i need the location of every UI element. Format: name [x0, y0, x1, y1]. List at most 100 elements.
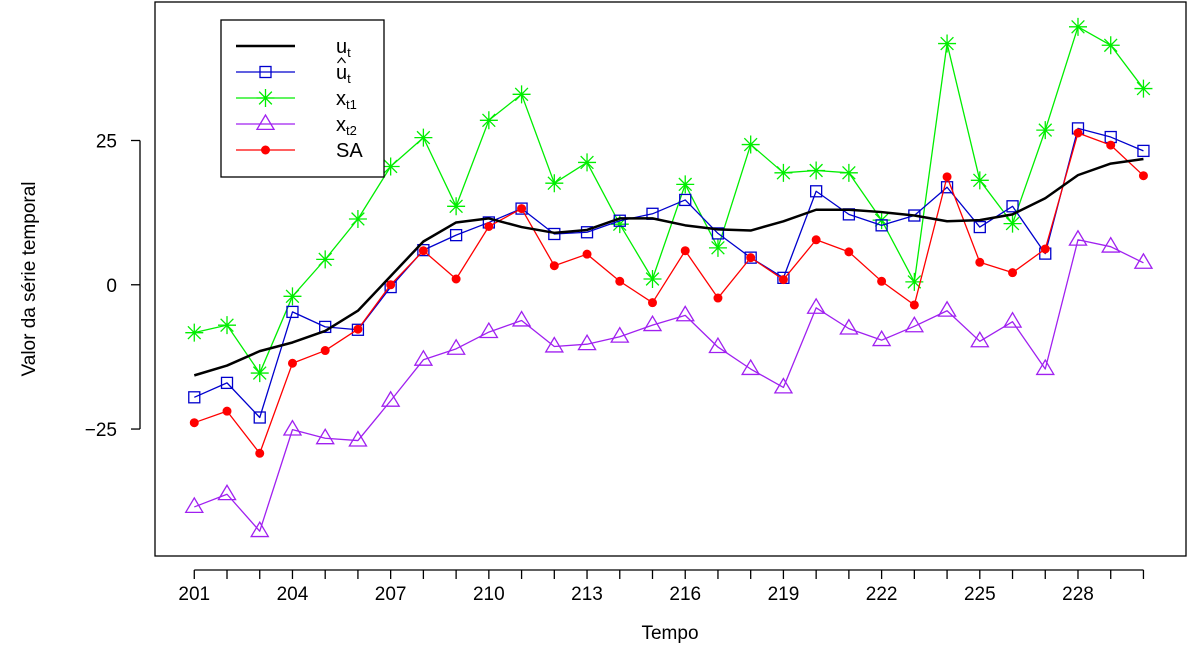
series-3-point	[414, 128, 433, 147]
series-5-point	[255, 448, 265, 458]
series-5-point	[909, 300, 919, 310]
series-4-point	[315, 428, 335, 445]
series-5-point	[615, 276, 625, 286]
series-3-line	[194, 26, 1144, 374]
series-5-point	[1008, 268, 1018, 278]
series-3-point	[708, 238, 727, 257]
series-3-point	[348, 209, 367, 228]
series-5-point	[189, 418, 199, 428]
series-5-point	[1106, 140, 1116, 150]
legend-label-main: x	[336, 88, 346, 110]
legend-label: ut	[336, 36, 351, 60]
x-tick-label: 207	[375, 584, 407, 605]
series-4-point	[1068, 229, 1088, 246]
series-4-point	[937, 300, 957, 317]
series-2-point	[1137, 144, 1150, 158]
x-tick-label: 225	[964, 584, 996, 605]
series-5-point	[517, 204, 527, 214]
series-2-point	[875, 219, 888, 232]
series-5-point	[844, 247, 854, 257]
series-4-point	[610, 326, 630, 343]
series-5-point	[222, 406, 232, 416]
series-5-point	[680, 246, 690, 256]
series-2-point	[580, 226, 594, 239]
legend-item: SA	[236, 140, 363, 162]
series-4-point	[1101, 236, 1121, 253]
series-2-point	[286, 305, 299, 319]
series-2-point	[351, 323, 365, 336]
series-5-point	[582, 249, 592, 259]
series-5-point	[353, 324, 363, 334]
series-4-point	[1133, 252, 1154, 269]
y-tick-label: −25	[85, 420, 117, 441]
series-3-point	[905, 272, 924, 291]
y-axis-title: Valor da série temporal	[19, 181, 40, 376]
series-5-point	[942, 172, 952, 182]
series-4-point	[348, 430, 368, 447]
series-5-point	[418, 246, 428, 256]
x-tick-label: 219	[768, 584, 800, 605]
series-4-point	[708, 336, 728, 354]
series-3-point	[283, 287, 302, 306]
x-tick-label: 210	[473, 584, 505, 605]
series-3-point	[316, 250, 335, 269]
series-5-point	[1073, 128, 1083, 138]
legend-item: ut	[236, 36, 351, 60]
series-2-point	[1006, 200, 1019, 213]
series-3-point	[807, 161, 826, 180]
series-5-point	[549, 261, 559, 271]
legend-label-main: x	[336, 114, 346, 136]
series-5-point	[484, 221, 494, 231]
series-3-point	[218, 316, 237, 335]
series-3-point	[938, 34, 957, 53]
series-3-point	[1003, 214, 1022, 233]
series-4-point	[970, 331, 990, 348]
x-tick-label: 222	[866, 584, 898, 605]
series-5	[189, 128, 1148, 458]
y-tick-label: 0	[106, 276, 117, 297]
series-1	[193, 157, 1144, 377]
series-2-point	[417, 243, 430, 257]
series-4-point	[544, 336, 564, 353]
series-5-point	[811, 235, 821, 245]
series-4-point	[479, 321, 499, 339]
series-3-point	[479, 111, 498, 130]
series-2-point	[220, 376, 234, 390]
legend-marker	[259, 65, 272, 79]
series-4-point	[1002, 311, 1023, 328]
series-4-point	[675, 305, 695, 322]
series-4-point	[839, 318, 859, 335]
series-3-point	[1134, 79, 1153, 98]
series-2	[188, 122, 1150, 424]
series-4-point	[446, 338, 466, 355]
plot-frame	[154, 1, 1187, 557]
series-3	[185, 17, 1153, 383]
series-3-point	[774, 163, 793, 182]
series-4-point	[1035, 358, 1055, 376]
series-3-point	[1101, 36, 1120, 55]
series-3-point	[970, 171, 989, 190]
series-4-point	[217, 483, 237, 501]
legend-label: xt1	[336, 88, 357, 112]
series-3-point	[578, 153, 597, 172]
series-5-point	[975, 257, 985, 267]
x-axis: 201 204 207 210 213 216 219 222 225 228	[178, 569, 1145, 605]
series-5-point	[1040, 244, 1050, 254]
series-4-point	[871, 329, 892, 347]
series-3-point	[1068, 17, 1087, 36]
series-2-point	[809, 185, 823, 198]
y-axis: −25 0 25	[85, 132, 141, 441]
series-3-point	[545, 174, 564, 193]
series-4-point	[642, 314, 663, 332]
series-3-point	[1036, 121, 1055, 140]
series-4-point	[904, 316, 925, 333]
series-3-point	[447, 197, 466, 216]
legend-label: SA	[336, 140, 363, 162]
legend-label-sub: t1	[346, 97, 357, 112]
series-layer	[184, 17, 1154, 538]
x-axis-title: Tempo	[641, 623, 698, 644]
series-4-point	[282, 419, 303, 436]
series-3-point	[643, 270, 662, 288]
series-5-point	[746, 253, 756, 263]
